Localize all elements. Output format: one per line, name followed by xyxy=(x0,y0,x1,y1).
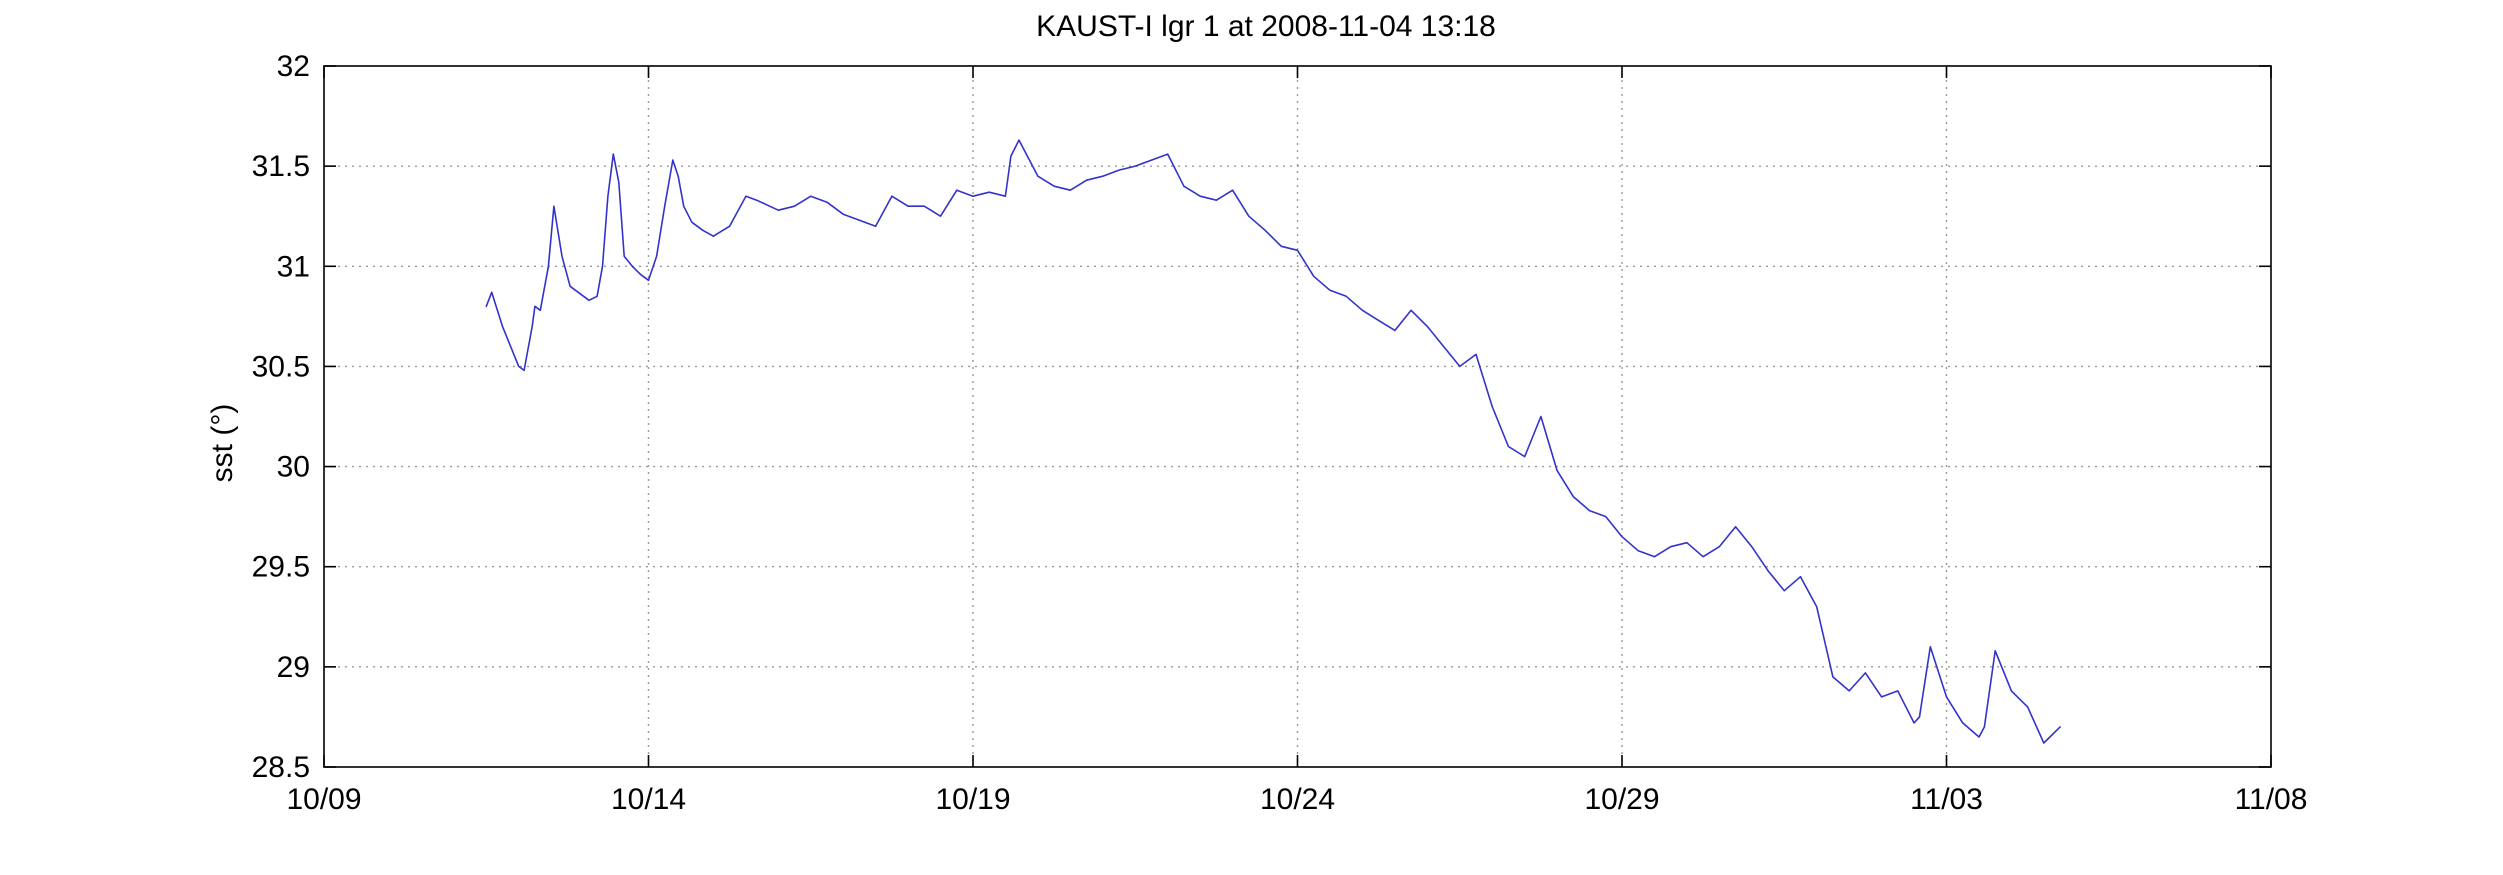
y-axis-label: sst (°) xyxy=(206,404,239,483)
y-tick-label: 32 xyxy=(277,50,310,83)
x-tick-label: 10/19 xyxy=(935,783,1010,816)
x-tick-label: 11/03 xyxy=(1910,783,1983,816)
x-tick-label: 10/29 xyxy=(1584,783,1659,816)
y-tick-label: 31 xyxy=(277,250,310,283)
y-tick-label: 30.5 xyxy=(252,350,310,383)
y-tick-label: 30 xyxy=(277,451,310,484)
series-line-0 xyxy=(485,139,2061,744)
chart-title: KAUST-I lgr 1 at 2008-11-04 13:18 xyxy=(1036,10,1496,43)
series-group xyxy=(485,139,2061,744)
x-tick-label: 10/14 xyxy=(611,783,686,816)
grid-lines xyxy=(324,66,2271,767)
axis-ticks: 10/09 10/14 10/19 10/24 10/29 11/03 11/08 28.5 2… xyxy=(252,50,2308,816)
y-tick-label: 31.5 xyxy=(252,150,310,183)
y-tick-label: 28.5 xyxy=(252,751,310,784)
y-tick-label: 29 xyxy=(277,651,310,684)
y-tick-label: 29.5 xyxy=(252,551,310,584)
x-tick-label: 10/09 xyxy=(286,783,361,816)
x-tick-label: 11/08 xyxy=(2235,783,2308,816)
x-tick-label: 10/24 xyxy=(1260,783,1335,816)
